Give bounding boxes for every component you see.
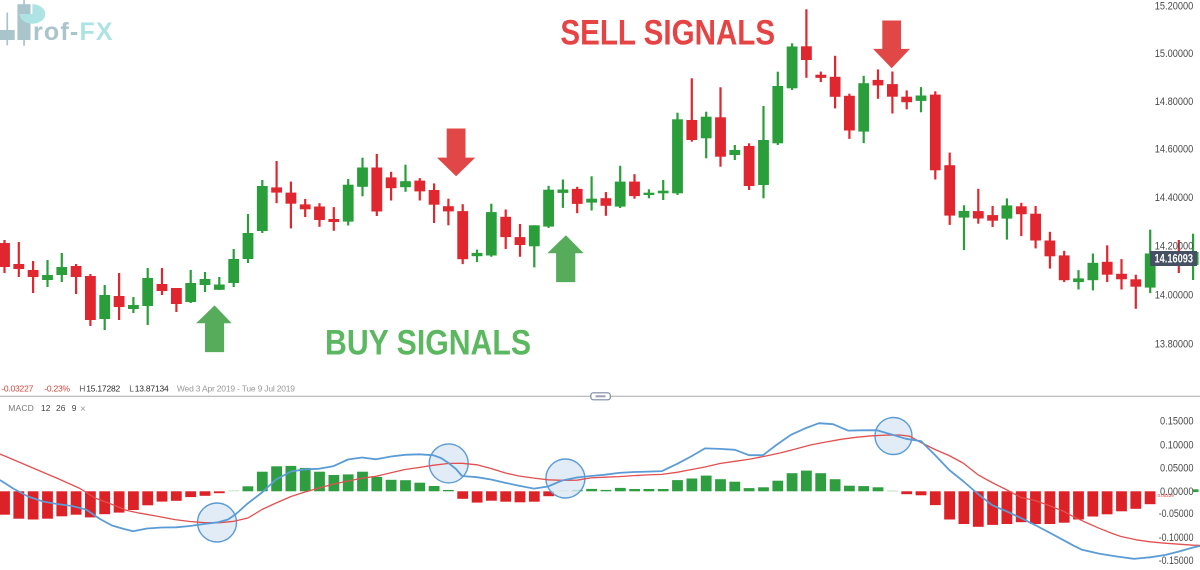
svg-text:0.00229: 0.00229	[1158, 493, 1175, 498]
svg-text:Wed 3 Apr 2019 - Tue 9 Jul 201: Wed 3 Apr 2019 - Tue 9 Jul 2019	[177, 384, 295, 394]
svg-text:×: ×	[80, 404, 86, 415]
svg-text:14.80000: 14.80000	[1155, 96, 1194, 108]
svg-text:0.05000: 0.05000	[1160, 462, 1194, 474]
svg-text:9: 9	[72, 403, 77, 413]
svg-text:H: H	[79, 384, 85, 394]
svg-text:-0.03227: -0.03227	[1, 384, 33, 394]
svg-text:15.00000: 15.00000	[1155, 48, 1194, 60]
svg-text:0.00000: 0.00000	[1160, 486, 1194, 498]
svg-text:14.16093: 14.16093	[1155, 254, 1194, 266]
svg-text:BUY SIGNALS: BUY SIGNALS	[325, 323, 531, 363]
svg-text:15.20000: 15.20000	[1155, 0, 1194, 12]
svg-text:15.17282: 15.17282	[86, 384, 120, 394]
svg-text:12: 12	[41, 403, 51, 413]
svg-text:-0.10000: -0.10000	[1159, 532, 1194, 544]
svg-text:0.10000: 0.10000	[1160, 439, 1194, 451]
svg-text:-0.23%: -0.23%	[44, 384, 70, 394]
svg-text:14.60000: 14.60000	[1155, 144, 1194, 156]
svg-text:13.87134: 13.87134	[135, 384, 169, 394]
svg-text:14.40000: 14.40000	[1155, 192, 1194, 204]
svg-text:-0.05000: -0.05000	[1159, 508, 1194, 520]
svg-text:14.00000: 14.00000	[1155, 290, 1194, 302]
svg-text:L: L	[129, 384, 134, 394]
svg-text:26: 26	[56, 403, 66, 413]
svg-text:0.15000: 0.15000	[1160, 416, 1194, 428]
svg-text:14.20000: 14.20000	[1155, 240, 1194, 252]
svg-text:SELL SIGNALS: SELL SIGNALS	[560, 12, 775, 52]
svg-text:13.80000: 13.80000	[1155, 339, 1194, 351]
svg-text:rof-FX: rof-FX	[33, 18, 114, 46]
svg-text:-0.15000: -0.15000	[1159, 555, 1194, 567]
svg-text:MACD: MACD	[8, 403, 34, 413]
